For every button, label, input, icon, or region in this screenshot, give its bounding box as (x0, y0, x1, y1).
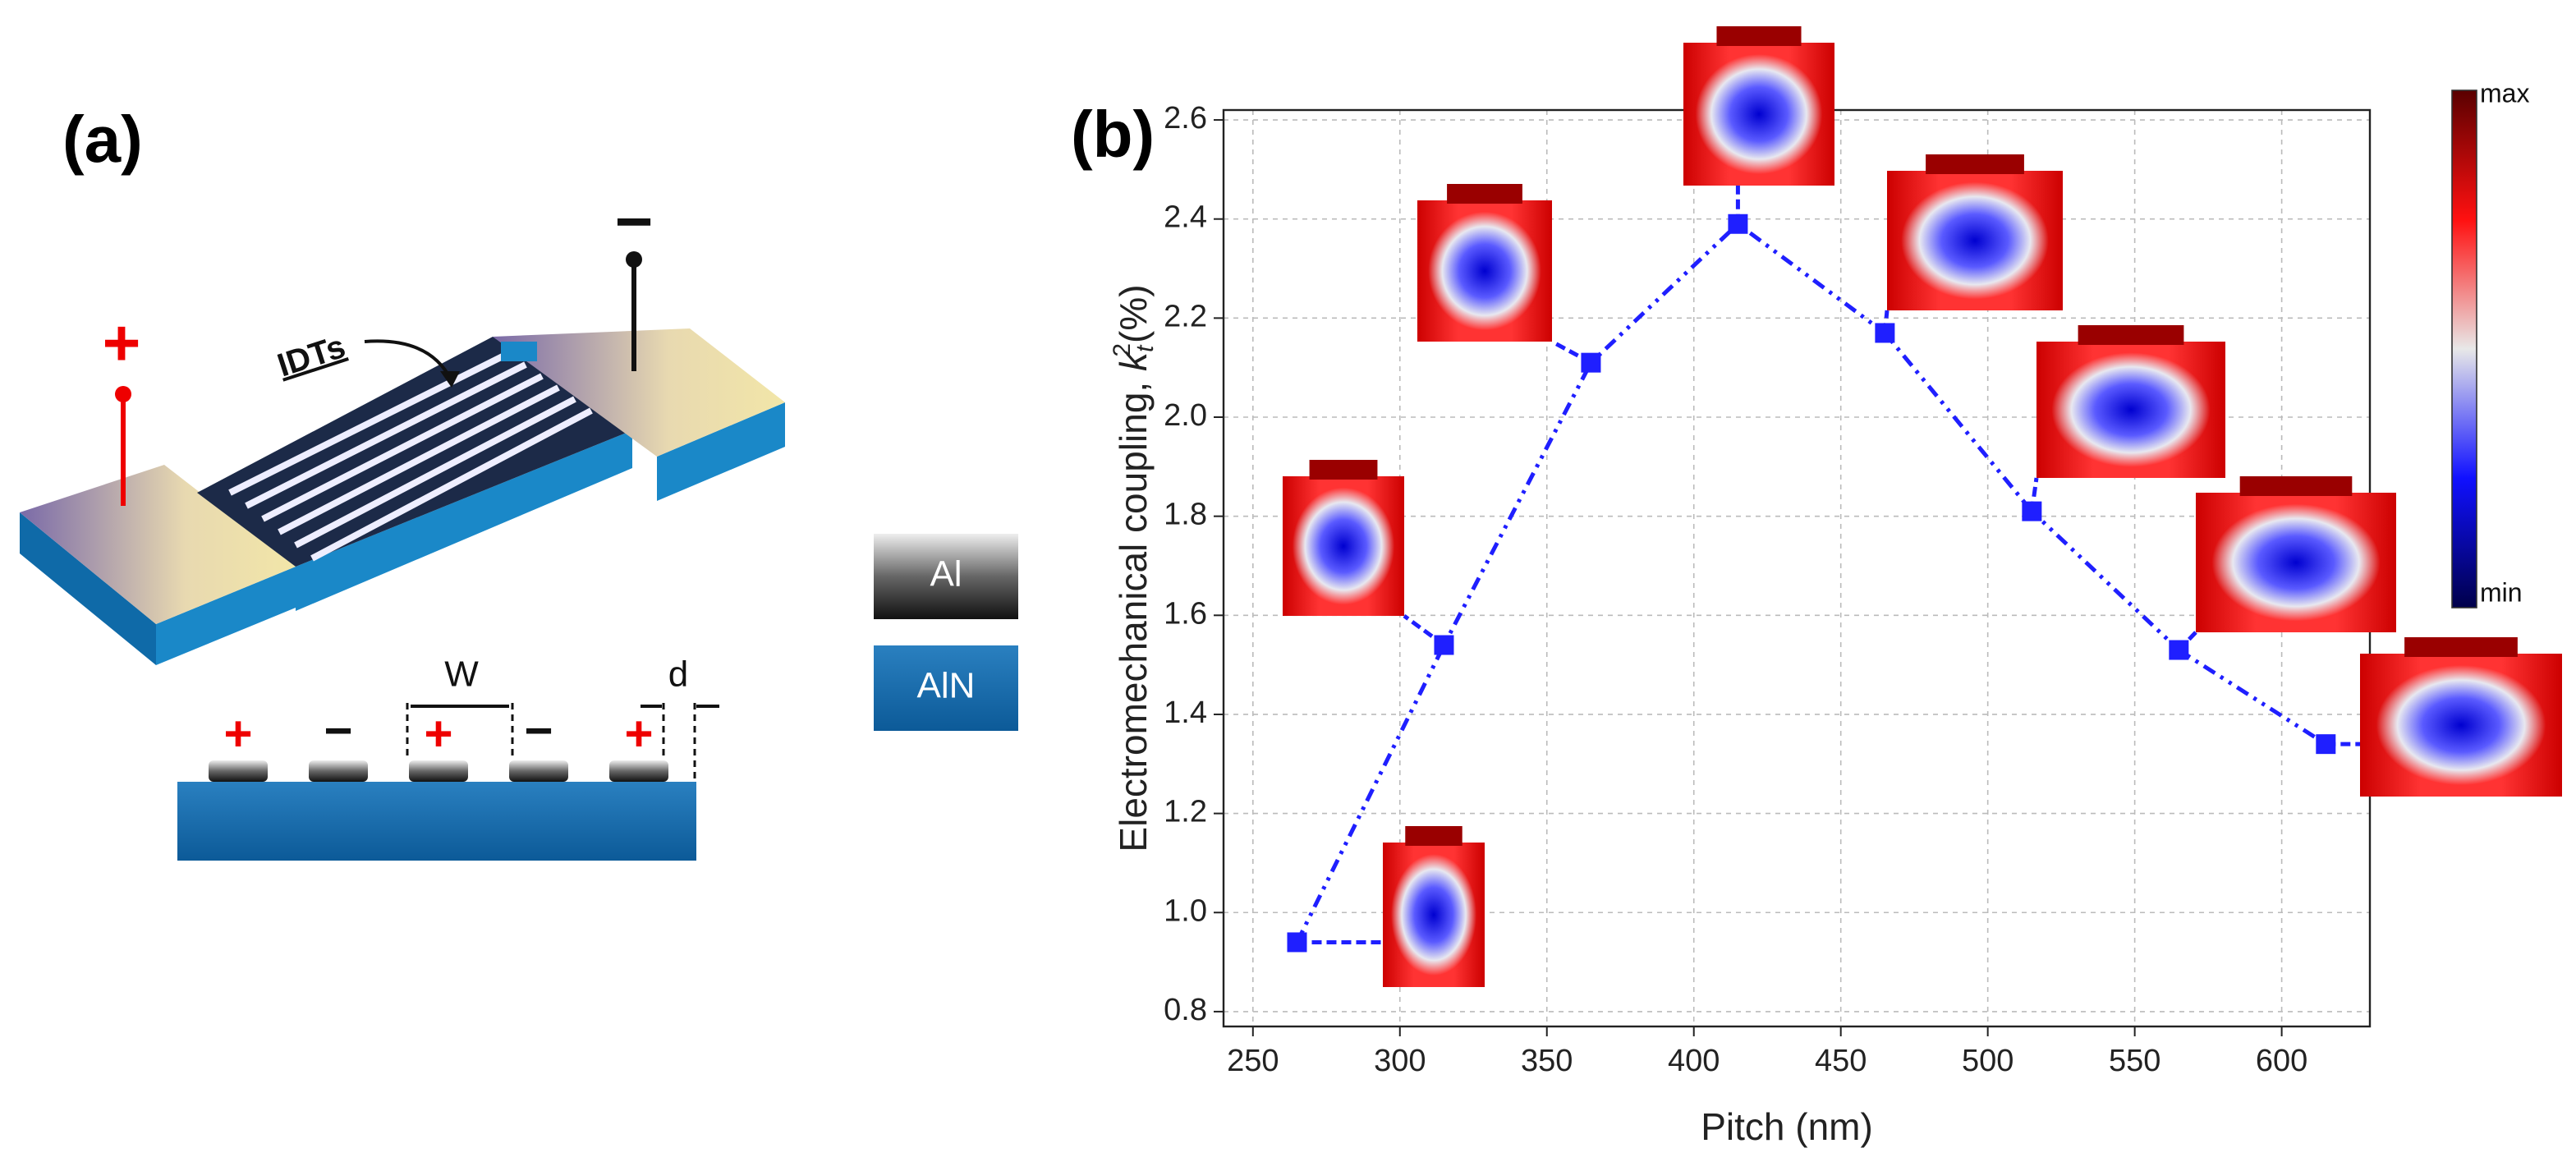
y-axis-label: Electromechanical coupling, kt2(%) (1109, 284, 1159, 852)
inset-mode (1695, 53, 1823, 175)
legend-label: Al (930, 554, 962, 595)
colorbar-min: min (2480, 577, 2523, 607)
inset-electrode (2078, 325, 2184, 345)
mode-shape-inset (2036, 325, 2225, 478)
mode-shape-inset (1683, 26, 1834, 186)
data-point (2169, 640, 2189, 660)
plus-sign: + (424, 706, 452, 761)
data-point (1287, 932, 1307, 953)
lead-dot (626, 251, 642, 268)
mode-shape-inset (1417, 184, 1552, 342)
y-tick-label: 2.4 (1164, 200, 1207, 235)
mode-shape-inset (1283, 460, 1404, 616)
plus-sign: + (223, 706, 252, 761)
y-label-sub: t (1132, 344, 1159, 352)
legend-label: AlN (917, 666, 976, 706)
y-tick-label: 2.2 (1164, 299, 1207, 333)
data-point (1875, 323, 1895, 343)
data-point (2316, 734, 2336, 755)
x-tick-label: 600 (2256, 1044, 2307, 1078)
y-label-text: Electromechanical coupling, (1112, 371, 1155, 852)
data-point (1581, 352, 1601, 373)
data-point (1728, 214, 1748, 234)
y-tick-label: 1.0 (1164, 893, 1207, 928)
cross-section (177, 703, 719, 861)
inset-mode (1901, 181, 2049, 300)
inset-mode (1292, 487, 1395, 605)
y-tick-label: 2.0 (1164, 398, 1207, 433)
device-3d (20, 328, 785, 665)
y-tick-label: 1.8 (1164, 498, 1207, 532)
data-line (1295, 221, 2327, 944)
inset-mode (2051, 352, 2211, 467)
colorbar (2451, 90, 2477, 608)
x-tick-label: 450 (1815, 1044, 1867, 1078)
y-label-sup: 2 (1109, 343, 1136, 357)
plus-sign: + (624, 706, 653, 761)
data-point (1434, 635, 1454, 655)
y-tick-label: 1.6 (1164, 596, 1207, 631)
mode-shape-inset (1383, 826, 1485, 987)
mode-shape-inset (2360, 637, 2562, 797)
x-tick-label: 400 (1668, 1044, 1720, 1078)
minus-sign: − (615, 185, 654, 258)
inset-mode (2376, 664, 2546, 786)
y-tick-label: 0.8 (1164, 993, 1207, 1027)
inset-electrode (1716, 26, 1802, 46)
inset-mode (1428, 211, 1541, 331)
y-tick-label: 1.2 (1164, 795, 1207, 829)
inset-electrode (2239, 476, 2353, 496)
arrow-head (440, 371, 460, 388)
mode-shape-inset (1887, 154, 2063, 310)
x-tick-label: 500 (1962, 1044, 2014, 1078)
plus-sign: + (103, 306, 141, 379)
mode-shape-inset (2196, 476, 2396, 632)
x-tick-label: 350 (1521, 1044, 1573, 1078)
x-tick-label: 550 (2109, 1044, 2160, 1078)
legend-swatch (874, 534, 1018, 619)
plot: 250 300 350 400 450 500 550 600 0.8 1.0 1.2 1.4 1.6 1… (1164, 26, 2562, 1078)
inset-electrode (1926, 154, 2024, 174)
y-tick-label: 2.6 (1164, 101, 1207, 135)
d-label: d (668, 654, 688, 695)
colorbar-max: max (2480, 78, 2529, 108)
minus-sign: − (324, 703, 352, 758)
inset-electrode (1447, 184, 1522, 204)
data-point (2022, 501, 2042, 521)
inset-mode (2211, 503, 2381, 622)
y-label-var: k (1112, 351, 1155, 371)
lead-dot (115, 386, 131, 402)
x-axis-label: Pitch (nm) (1701, 1105, 1873, 1148)
w-label: W (444, 654, 479, 695)
minus-sign: − (524, 703, 553, 758)
y-tick-label: 1.4 (1164, 696, 1207, 730)
y-label-unit: (%) (1112, 284, 1155, 343)
panel-label: (a) (62, 103, 143, 176)
idts-label: IDTs (273, 328, 350, 384)
inset-electrode (1309, 460, 1378, 480)
inset-mode (1390, 854, 1477, 976)
panel-label: (b) (1071, 98, 1155, 171)
inset-electrode (1405, 826, 1462, 846)
x-tick-label: 250 (1227, 1044, 1279, 1078)
legend-swatch (874, 645, 1018, 731)
inset-electrode (2404, 637, 2518, 657)
x-tick-label: 300 (1374, 1044, 1426, 1078)
